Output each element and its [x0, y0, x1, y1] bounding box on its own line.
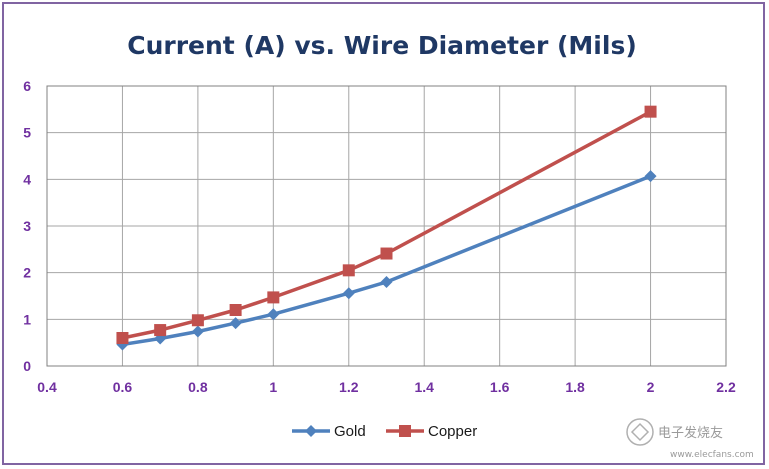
data-point-copper — [644, 105, 657, 118]
x-tick-label: 2 — [647, 379, 655, 395]
x-tick-label: 1.4 — [414, 379, 434, 395]
legend: Gold Copper — [292, 423, 477, 440]
chart-frame — [2, 2, 765, 465]
y-tick-label: 6 — [23, 78, 31, 94]
x-tick-label: 0.8 — [188, 379, 208, 395]
series-copper — [116, 105, 657, 344]
data-point-copper — [229, 304, 242, 316]
data-point-copper — [380, 247, 393, 260]
legend-item-copper: Copper — [386, 423, 477, 440]
data-point-copper — [191, 314, 204, 327]
tick-labels: 0.4 0.6 0.8 1 1.2 1.4 1.6 1.8 2 2.2 0 1 2 3 4 5 6 — [23, 78, 736, 395]
x-tick-label: 2.2 — [716, 379, 736, 395]
data-point-copper — [267, 291, 280, 304]
grid-layer — [47, 86, 726, 366]
x-tick-label: 1.8 — [565, 379, 585, 395]
x-tick-label: 1.2 — [339, 379, 359, 395]
plot-area-border — [46, 85, 727, 367]
x-tick-label: 1 — [269, 379, 277, 395]
y-tick-label: 0 — [23, 358, 31, 374]
data-point-gold — [380, 276, 393, 288]
x-tick-label: 0.4 — [37, 379, 57, 395]
y-tick-label: 4 — [23, 171, 31, 187]
data-point-gold — [267, 308, 280, 321]
legend-marker-square-icon — [399, 425, 411, 437]
legend-label: Gold — [334, 423, 366, 440]
x-tick-label: 1.6 — [490, 379, 510, 395]
y-tick-label: 5 — [23, 125, 31, 141]
series-layer — [116, 105, 657, 351]
legend-label: Copper — [428, 423, 477, 440]
series-line-copper — [122, 110, 652, 340]
watermark: 电子发烧友 www.elecfans.com — [626, 418, 754, 460]
data-point-gold — [644, 170, 657, 183]
watermark-text: 电子发烧友 — [658, 425, 723, 441]
y-tick-label: 3 — [23, 218, 31, 234]
data-point-copper — [154, 324, 167, 337]
data-point-copper — [116, 332, 129, 344]
data-point-copper — [342, 264, 355, 277]
watermark-url: www.elecfans.com — [670, 450, 754, 460]
y-tick-label: 1 — [23, 311, 31, 327]
data-point-gold — [229, 317, 242, 330]
legend-marker-diamond-icon — [305, 425, 317, 437]
legend-item-gold: Gold — [292, 423, 366, 440]
series-line-gold — [122, 174, 652, 347]
x-tick-label: 0.6 — [113, 379, 133, 395]
data-point-gold — [191, 325, 204, 338]
chart-title: Current (A) vs. Wire Diameter (Mils) — [127, 31, 637, 60]
watermark-logo-icon — [626, 418, 654, 446]
y-tick-label: 2 — [23, 265, 31, 281]
data-point-gold — [342, 287, 355, 300]
